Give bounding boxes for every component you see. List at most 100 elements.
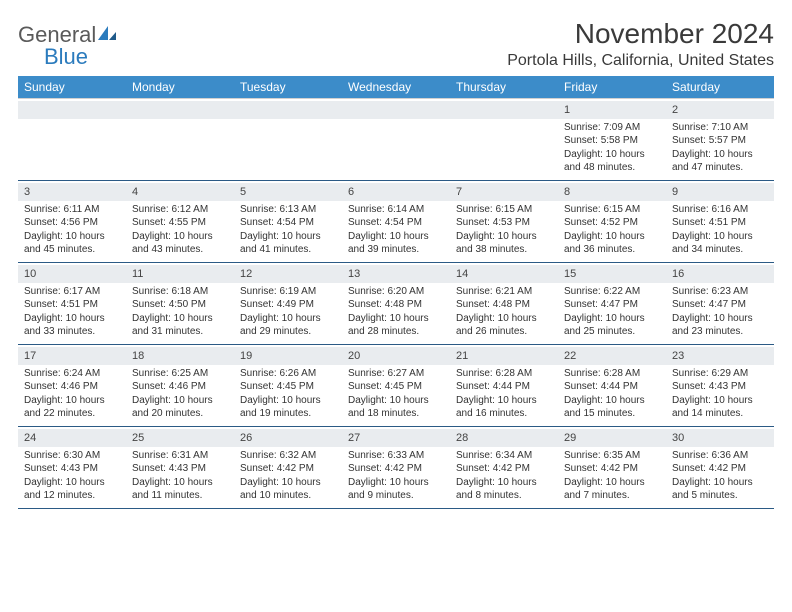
calendar-day: 1 Sunrise: 7:09 AMSunset: 5:58 PMDaylight… (558, 99, 666, 181)
day-detail: Daylight: 10 hours and 41 minutes. (240, 230, 336, 257)
day-detail: Sunrise: 6:24 AM (24, 367, 120, 381)
day-number: 12 (234, 265, 342, 283)
day-detail: Sunset: 4:51 PM (24, 298, 120, 312)
day-detail: Sunset: 4:45 PM (240, 380, 336, 394)
day-number (234, 101, 342, 119)
calendar-day: 9Sunrise: 6:16 AMSunset: 4:51 PMDaylight… (666, 181, 774, 263)
calendar-day (18, 99, 126, 181)
day-number: 20 (342, 347, 450, 365)
month-title: November 2024 (507, 18, 774, 50)
day-detail: Daylight: 10 hours and 36 minutes. (564, 230, 660, 257)
day-detail: Sunrise: 6:27 AM (348, 367, 444, 381)
day-detail: Sunrise: 6:35 AM (564, 449, 660, 463)
day-detail: Daylight: 10 hours and 19 minutes. (240, 394, 336, 421)
day-number: 2 (666, 101, 774, 119)
day-number: 17 (18, 347, 126, 365)
day-number: 26 (234, 429, 342, 447)
day-number: 25 (126, 429, 234, 447)
calendar-week: 10Sunrise: 6:17 AMSunset: 4:51 PMDayligh… (18, 263, 774, 345)
day-detail: Sunset: 4:49 PM (240, 298, 336, 312)
day-number: 18 (126, 347, 234, 365)
day-detail: Daylight: 10 hours and 23 minutes. (672, 312, 768, 339)
day-detail: Sunrise: 6:26 AM (240, 367, 336, 381)
day-detail: Sunset: 4:55 PM (132, 216, 228, 230)
calendar-day: 14Sunrise: 6:21 AMSunset: 4:48 PMDayligh… (450, 263, 558, 345)
calendar-day: 23Sunrise: 6:29 AMSunset: 4:43 PMDayligh… (666, 345, 774, 427)
day-detail: Daylight: 10 hours and 43 minutes. (132, 230, 228, 257)
calendar-day: 10Sunrise: 6:17 AMSunset: 4:51 PMDayligh… (18, 263, 126, 345)
calendar-day: 8Sunrise: 6:15 AMSunset: 4:52 PMDaylight… (558, 181, 666, 263)
weekday-header: Thursday (450, 76, 558, 99)
calendar-day: 24Sunrise: 6:30 AMSunset: 4:43 PMDayligh… (18, 427, 126, 509)
day-detail: Sunrise: 6:15 AM (456, 203, 552, 217)
day-detail: Sunset: 4:42 PM (672, 462, 768, 476)
calendar-day: 21Sunrise: 6:28 AMSunset: 4:44 PMDayligh… (450, 345, 558, 427)
day-detail: Sunrise: 6:33 AM (348, 449, 444, 463)
day-number: 19 (234, 347, 342, 365)
weekday-header: Friday (558, 76, 666, 99)
day-detail: Sunrise: 6:31 AM (132, 449, 228, 463)
day-number: 24 (18, 429, 126, 447)
calendar-day: 28 Sunrise: 6:34 AMSunset: 4:42 PMDayligh… (450, 427, 558, 509)
day-detail: Daylight: 10 hours and 15 minutes. (564, 394, 660, 421)
calendar-day: 22Sunrise: 6:28 AMSunset: 4:44 PMDayligh… (558, 345, 666, 427)
day-detail: Sunrise: 6:22 AM (564, 285, 660, 299)
day-detail: Sunset: 5:57 PM (672, 134, 768, 148)
day-detail: Daylight: 10 hours and 18 minutes. (348, 394, 444, 421)
weekday-header: Wednesday (342, 76, 450, 99)
day-number: 13 (342, 265, 450, 283)
calendar-week: 3Sunrise: 6:11 AMSunset: 4:56 PMDaylight… (18, 181, 774, 263)
day-detail: Sunset: 4:54 PM (348, 216, 444, 230)
calendar-day: 30Sunrise: 6:36 AMSunset: 4:42 PMDayligh… (666, 427, 774, 509)
day-number: 14 (450, 265, 558, 283)
day-detail: Daylight: 10 hours and 38 minutes. (456, 230, 552, 257)
day-detail: Daylight: 10 hours and 48 minutes. (564, 148, 660, 175)
day-detail: Sunset: 5:58 PM (564, 134, 660, 148)
calendar-day: 19 Sunrise: 6:26 AMSunset: 4:45 PMDayligh… (234, 345, 342, 427)
weekday-header: Monday (126, 76, 234, 99)
calendar-day: 6Sunrise: 6:14 AMSunset: 4:54 PMDaylight… (342, 181, 450, 263)
day-number: 1 (558, 101, 666, 119)
calendar-week: 17 Sunrise: 6:24 AM Sunset: 4:46 PM Dayligh… (18, 345, 774, 427)
day-detail: Daylight: 10 hours and 39 minutes. (348, 230, 444, 257)
day-detail: Daylight: 10 hours and 45 minutes. (24, 230, 120, 257)
day-detail: Sunrise: 6:36 AM (672, 449, 768, 463)
day-number: 28 (450, 429, 558, 447)
day-detail: Sunrise: 6:16 AM (672, 203, 768, 217)
day-number (342, 101, 450, 119)
day-detail: Sunset: 4:56 PM (24, 216, 120, 230)
day-detail: Daylight: 10 hours and 12 minutes. (24, 476, 120, 503)
day-detail: Sunset: 4:51 PM (672, 216, 768, 230)
day-detail: Sunrise: 6:32 AM (240, 449, 336, 463)
calendar-day (234, 99, 342, 181)
day-number (126, 101, 234, 119)
day-detail: Daylight: 10 hours and 26 minutes. (456, 312, 552, 339)
day-detail: Daylight: 10 hours and 8 minutes. (456, 476, 552, 503)
day-number: 10 (18, 265, 126, 283)
day-detail: Sunrise: 7:10 AM (672, 121, 768, 135)
weekday-header-row: SundayMondayTuesdayWednesdayThursdayFrid… (18, 76, 774, 99)
day-number: 23 (666, 347, 774, 365)
calendar-day: 27Sunrise: 6:33 AMSunset: 4:42 PMDayligh… (342, 427, 450, 509)
calendar-day: 7Sunrise: 6:15 AMSunset: 4:53 PMDaylight… (450, 181, 558, 263)
calendar-day: 5Sunrise: 6:13 AMSunset: 4:54 PMDaylight… (234, 181, 342, 263)
day-detail: Sunrise: 6:11 AM (24, 203, 120, 217)
day-detail: Sunset: 4:44 PM (456, 380, 552, 394)
calendar-table: SundayMondayTuesdayWednesdayThursdayFrid… (18, 76, 774, 509)
day-detail: Daylight: 10 hours and 9 minutes. (348, 476, 444, 503)
day-detail: Sunrise: 6:34 AM (456, 449, 552, 463)
day-detail: Sunrise: 7:09 AM (564, 121, 660, 135)
day-detail: Sunset: 4:42 PM (456, 462, 552, 476)
day-detail: Sunset: 4:43 PM (132, 462, 228, 476)
calendar-day: 12 Sunrise: 6:19 AMSunset: 4:49 PMDayligh… (234, 263, 342, 345)
brand-logo: General Blue (18, 18, 118, 68)
day-detail: Daylight: 10 hours and 29 minutes. (240, 312, 336, 339)
day-number: 8 (558, 183, 666, 201)
day-detail: Sunset: 4:54 PM (240, 216, 336, 230)
day-number: 6 (342, 183, 450, 201)
day-detail: Sunrise: 6:19 AM (240, 285, 336, 299)
day-detail: Sunset: 4:46 PM (132, 380, 228, 394)
calendar-day (450, 99, 558, 181)
title-block: November 2024 Portola Hills, California,… (507, 18, 774, 70)
day-detail: Sunrise: 6:20 AM (348, 285, 444, 299)
